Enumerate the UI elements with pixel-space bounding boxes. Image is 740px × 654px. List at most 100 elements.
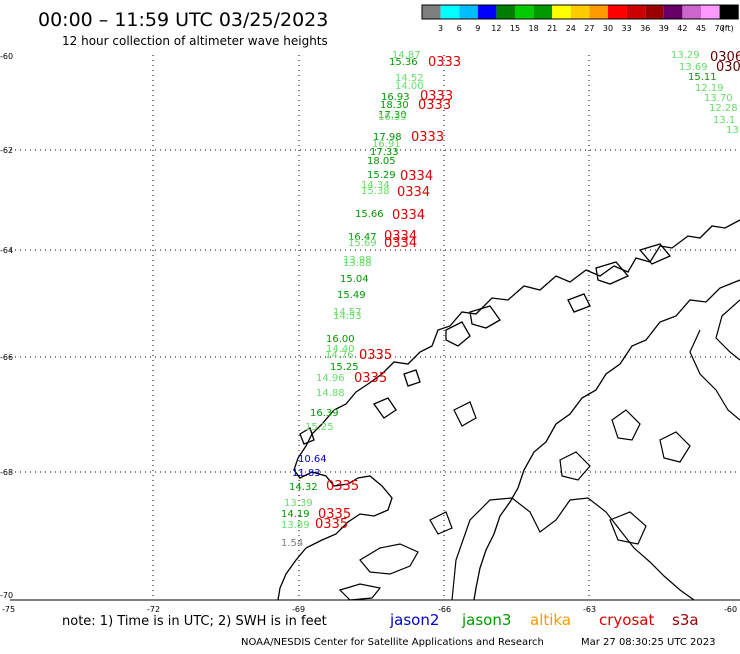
wave-height-label: 13.1 bbox=[713, 115, 735, 126]
time-stamp-label: 0333 bbox=[411, 130, 444, 145]
time-stamp-label: 0306 bbox=[710, 50, 740, 65]
wave-height-label: 14.53 bbox=[333, 311, 362, 322]
legend-tick: 6 bbox=[457, 24, 462, 33]
satellite-jason2: jason2 bbox=[389, 611, 439, 629]
legend-tick: 33 bbox=[622, 24, 632, 33]
wave-height-label: 16.00 bbox=[326, 334, 355, 345]
wave-height-label: 13.89 bbox=[281, 520, 310, 531]
legend-tick: 36 bbox=[640, 24, 650, 33]
legend-tick: 24 bbox=[566, 24, 576, 33]
coastline bbox=[277, 219, 740, 601]
legend-tick: 9 bbox=[475, 24, 480, 33]
wave-height-label: 13 bbox=[726, 125, 739, 136]
legend-swatch bbox=[645, 5, 664, 19]
wave-height-label: 14.19 bbox=[281, 509, 310, 520]
lon-label: -69 bbox=[292, 605, 305, 614]
wave-height-label: 10.64 bbox=[298, 454, 327, 465]
wave-height-label: 16.93 bbox=[381, 92, 410, 103]
time-stamp-label: 0334 bbox=[392, 208, 425, 223]
wave-height-label: 15.38 bbox=[361, 186, 390, 197]
wave-height-label: 13.98 bbox=[343, 255, 372, 266]
wave-height-label: 13.88 bbox=[343, 258, 372, 269]
time-stamp-label: 0334 bbox=[397, 185, 430, 200]
satellite-legend: jason2 jason3 altika cryosat s3a bbox=[389, 611, 699, 629]
wave-height-label: 14.87 bbox=[392, 50, 421, 61]
wave-height-labels: 14.8715.3614.5214.0016.9318.3017.3016.39… bbox=[281, 50, 739, 549]
wave-height-label: 14.96 bbox=[316, 373, 345, 384]
latitude-labels: -60 -62 -64 -66 -68 -70 bbox=[0, 52, 13, 600]
time-stamp-label: 0335 bbox=[359, 348, 392, 363]
lon-label: -75 bbox=[2, 605, 15, 614]
satellite-cryosat: cryosat bbox=[599, 611, 654, 629]
legend-swatch bbox=[533, 5, 553, 19]
satellite-jason3: jason3 bbox=[461, 611, 511, 629]
wave-height-label: 1.54 bbox=[281, 538, 303, 549]
wave-height-label: 13.29 bbox=[671, 50, 700, 61]
time-stamp-labels: 0333033303330333033403340334033403340335… bbox=[315, 50, 740, 532]
legend-tick: 42 bbox=[677, 24, 687, 33]
footer-note: note: 1) Time is in UTC; 2) SWH is in fe… bbox=[62, 614, 327, 629]
lat-lon-grid bbox=[10, 55, 740, 600]
wave-height-label: 13.69 bbox=[679, 62, 708, 73]
time-stamp-label: 0335 bbox=[315, 517, 348, 532]
legend-swatch bbox=[552, 5, 571, 19]
wave-height-label: 18.30 bbox=[380, 100, 409, 111]
map-subtitle: 12 hour collection of altimeter wave hei… bbox=[62, 34, 328, 48]
wave-height-label: 14.76 bbox=[325, 350, 354, 361]
longitude-labels: -75 -72 -69 -66 -63 -60 bbox=[2, 605, 737, 614]
wave-height-label: 17.30 bbox=[378, 110, 407, 121]
lat-label: -66 bbox=[0, 353, 13, 362]
legend-swatch bbox=[422, 5, 441, 19]
legend-tick: 21 bbox=[547, 24, 557, 33]
lat-label: -60 bbox=[0, 52, 13, 61]
wave-height-label: 15.25 bbox=[305, 422, 334, 433]
wave-height-label: 17.33 bbox=[370, 147, 399, 158]
time-stamp-label: 0335 bbox=[318, 507, 351, 522]
color-legend: 3 6 9 12 15 18 21 24 27 30 33 36 39 42 45 70(ft) bbox=[421, 4, 739, 33]
legend-swatch bbox=[589, 5, 608, 19]
ice-shelf-outline bbox=[338, 299, 740, 601]
time-stamp-label: 0334 bbox=[384, 236, 417, 251]
wave-height-label: 14.34 bbox=[361, 180, 390, 191]
legend-swatch bbox=[719, 5, 739, 19]
wave-height-label: 14.00 bbox=[395, 81, 424, 92]
footer-generated: Mar 27 08:30:25 UTC 2023 bbox=[581, 637, 716, 648]
wave-height-label: 13.39 bbox=[284, 498, 313, 509]
satellite-altika: altika bbox=[530, 611, 571, 629]
wave-height-label: 16.47 bbox=[348, 232, 377, 243]
legend-frame bbox=[421, 4, 739, 20]
satellite-s3a: s3a bbox=[672, 611, 699, 629]
wave-height-label: 15.25 bbox=[330, 362, 359, 373]
wave-height-label: 15.49 bbox=[337, 290, 366, 301]
time-stamp-label: 0333 bbox=[420, 89, 453, 104]
wave-height-label: 15.69 bbox=[348, 238, 377, 249]
map-title: 00:00 – 11:59 UTC 03/25/2023 bbox=[38, 9, 328, 31]
lat-label: -62 bbox=[0, 146, 13, 155]
legend-swatch bbox=[626, 5, 646, 19]
legend-swatch bbox=[570, 5, 590, 19]
wave-height-label: 15.66 bbox=[355, 209, 384, 220]
time-stamp-label: 0333 bbox=[428, 55, 461, 70]
legend-tick: 15 bbox=[510, 24, 520, 33]
wave-height-label: 12.19 bbox=[695, 83, 724, 94]
wave-height-label: 14.52 bbox=[395, 73, 424, 84]
time-stamp-label: 0335 bbox=[326, 479, 359, 494]
legend-tick: 70 bbox=[715, 24, 725, 33]
wave-height-label: 14.40 bbox=[326, 344, 355, 355]
legend-tick: 30 bbox=[603, 24, 613, 33]
legend-unit: (ft) bbox=[722, 24, 734, 33]
legend-swatch bbox=[440, 5, 460, 19]
wave-height-label: 16.39 bbox=[310, 408, 339, 419]
time-stamp-label: 0334 bbox=[384, 229, 417, 244]
lat-label: -70 bbox=[0, 591, 13, 600]
legend-tick: 18 bbox=[529, 24, 539, 33]
footer-credit: NOAA/NESDIS Center for Satellite Applica… bbox=[241, 637, 544, 648]
lon-label: -63 bbox=[583, 605, 596, 614]
legend-swatch bbox=[663, 5, 683, 19]
lat-label: -64 bbox=[0, 246, 13, 255]
time-stamp-label: 030 bbox=[716, 60, 740, 75]
wave-height-label: 12.28 bbox=[709, 103, 738, 114]
wave-height-label: 16.39 bbox=[378, 112, 407, 123]
legend-swatch bbox=[515, 5, 534, 19]
